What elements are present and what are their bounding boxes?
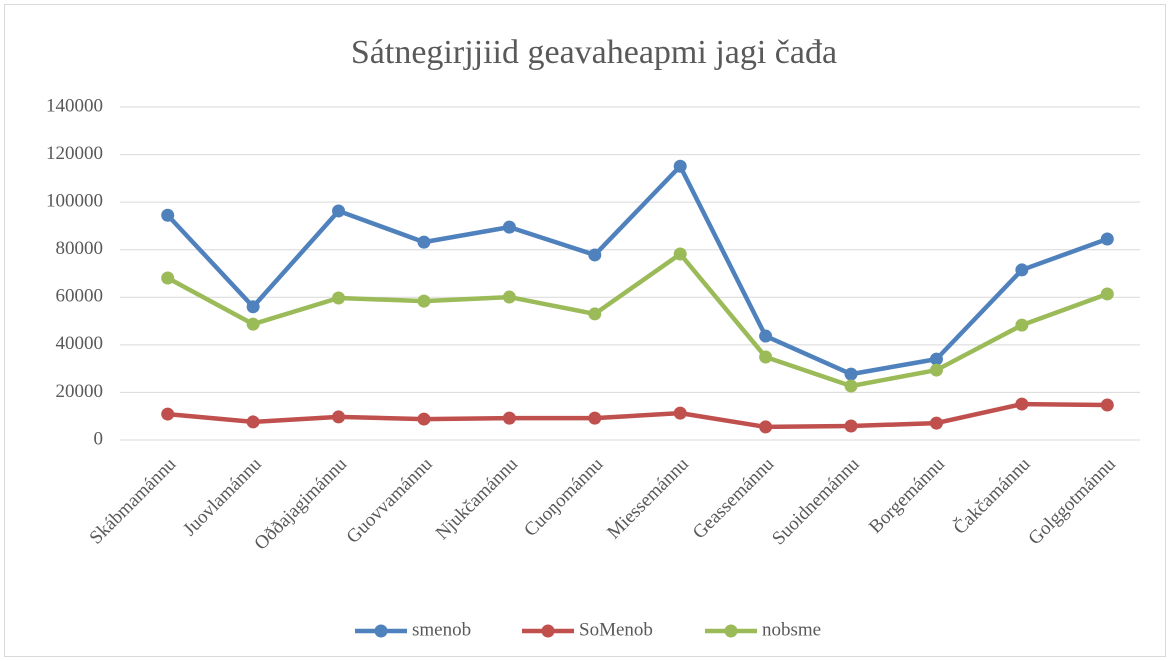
data-point bbox=[759, 329, 773, 343]
data-point bbox=[844, 367, 858, 381]
data-point bbox=[588, 307, 602, 321]
data-point bbox=[246, 415, 260, 429]
data-point bbox=[1015, 397, 1029, 411]
data-point bbox=[1100, 232, 1114, 246]
data-point bbox=[502, 290, 516, 304]
y-tick-label: 120000 bbox=[46, 143, 103, 164]
data-point bbox=[417, 235, 431, 249]
legend-marker bbox=[541, 624, 555, 638]
y-tick-label: 20000 bbox=[56, 381, 104, 402]
series-line bbox=[167, 401, 1108, 430]
data-point bbox=[673, 247, 687, 261]
data-point bbox=[332, 410, 346, 424]
data-point bbox=[161, 271, 175, 285]
y-tick-label: 40000 bbox=[56, 333, 104, 354]
data-point bbox=[417, 412, 431, 426]
legend-marker bbox=[724, 624, 738, 638]
legend-label: smenob bbox=[412, 619, 471, 640]
data-point bbox=[332, 204, 346, 218]
data-point bbox=[929, 352, 943, 366]
data-point bbox=[161, 407, 175, 421]
chart-title: Sátnegirjjiid geavaheapmi jagi čađa bbox=[351, 34, 837, 71]
data-point bbox=[673, 159, 687, 173]
data-point bbox=[246, 317, 260, 331]
y-tick-label: 60000 bbox=[56, 286, 104, 307]
data-point bbox=[929, 416, 943, 430]
data-point bbox=[844, 379, 858, 393]
data-point bbox=[1015, 318, 1029, 332]
legend-marker bbox=[374, 624, 388, 638]
data-point bbox=[1015, 263, 1029, 277]
data-point bbox=[759, 420, 773, 434]
legend-label: nobsme bbox=[762, 619, 821, 640]
data-point bbox=[588, 411, 602, 425]
data-point bbox=[588, 248, 602, 262]
series-line bbox=[166, 163, 1109, 377]
y-tick-label: 80000 bbox=[56, 238, 104, 259]
data-point bbox=[161, 208, 175, 222]
data-point bbox=[759, 350, 773, 364]
series-line bbox=[166, 251, 1109, 389]
data-point bbox=[929, 363, 943, 377]
chart-border bbox=[4, 4, 1166, 657]
y-tick-label: 100000 bbox=[46, 191, 103, 212]
data-point bbox=[246, 300, 260, 314]
legend-label: SoMenob bbox=[579, 619, 653, 640]
data-point bbox=[673, 406, 687, 420]
data-point bbox=[417, 294, 431, 308]
data-point bbox=[502, 411, 516, 425]
data-point bbox=[844, 419, 858, 433]
y-tick-label: 140000 bbox=[46, 95, 103, 116]
data-point bbox=[502, 220, 516, 234]
data-point bbox=[1100, 287, 1114, 301]
data-point bbox=[332, 291, 346, 305]
data-point bbox=[1100, 398, 1114, 412]
y-tick-label: 0 bbox=[94, 428, 104, 449]
